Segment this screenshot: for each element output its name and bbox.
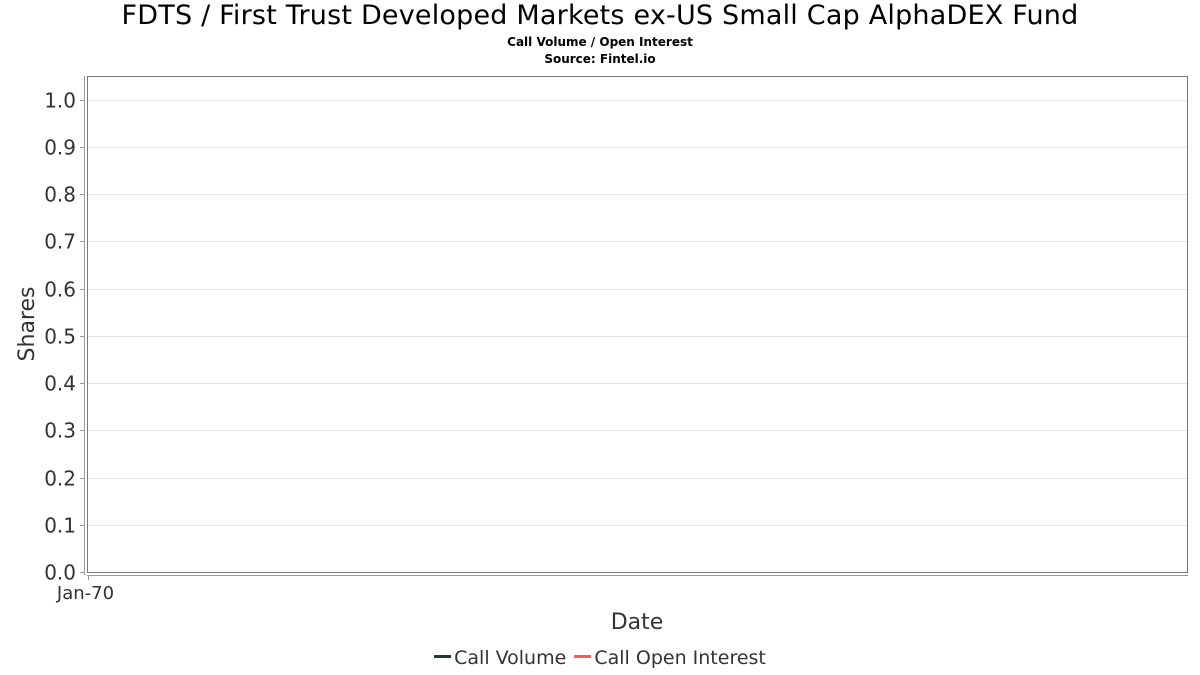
x-axis-ticks: Jan-70 [56,576,114,604]
plot-area [87,76,1188,573]
legend-label: Call Volume [454,647,567,669]
y-tick-label: 0.0 [44,561,76,585]
y-tick-label: 0.8 [44,183,76,207]
legend-swatch-call-volume [434,655,452,658]
y-tick-label: 0.5 [44,325,76,349]
x-tick-label: Jan-70 [56,583,114,604]
chart-subtitle: Call Volume / Open Interest [507,35,693,49]
legend-label: Call Open Interest [594,647,766,669]
chart-source: Source: Fintel.io [544,52,656,66]
x-axis-label: Date [611,610,664,635]
chart-title: FDTS / First Trust Developed Markets ex-… [121,0,1079,31]
legend-item-call-open-interest[interactable]: Call Open Interest [574,647,766,669]
y-tick-label: 0.1 [44,514,76,538]
y-tick-label: 0.7 [44,230,76,254]
y-tick-label: 0.2 [44,467,76,491]
y-tick-label: 0.9 [44,136,76,160]
y-axis-label: Shares [15,287,40,362]
grid-lines [88,100,1188,573]
chart-legend: Call Volume Call Open Interest [0,647,1200,669]
legend-swatch-call-open-interest [574,655,592,658]
y-axis-ticks: 0.0 0.1 0.2 0.3 0.4 0.5 0.6 0.7 0.8 0.9 1.0 [44,89,84,585]
y-tick-label: 0.3 [44,419,76,443]
y-tick-label: 0.6 [44,278,76,302]
y-tick-label: 0.4 [44,372,76,396]
y-tick-label: 1.0 [44,89,76,113]
legend-item-call-volume[interactable]: Call Volume [434,647,566,669]
